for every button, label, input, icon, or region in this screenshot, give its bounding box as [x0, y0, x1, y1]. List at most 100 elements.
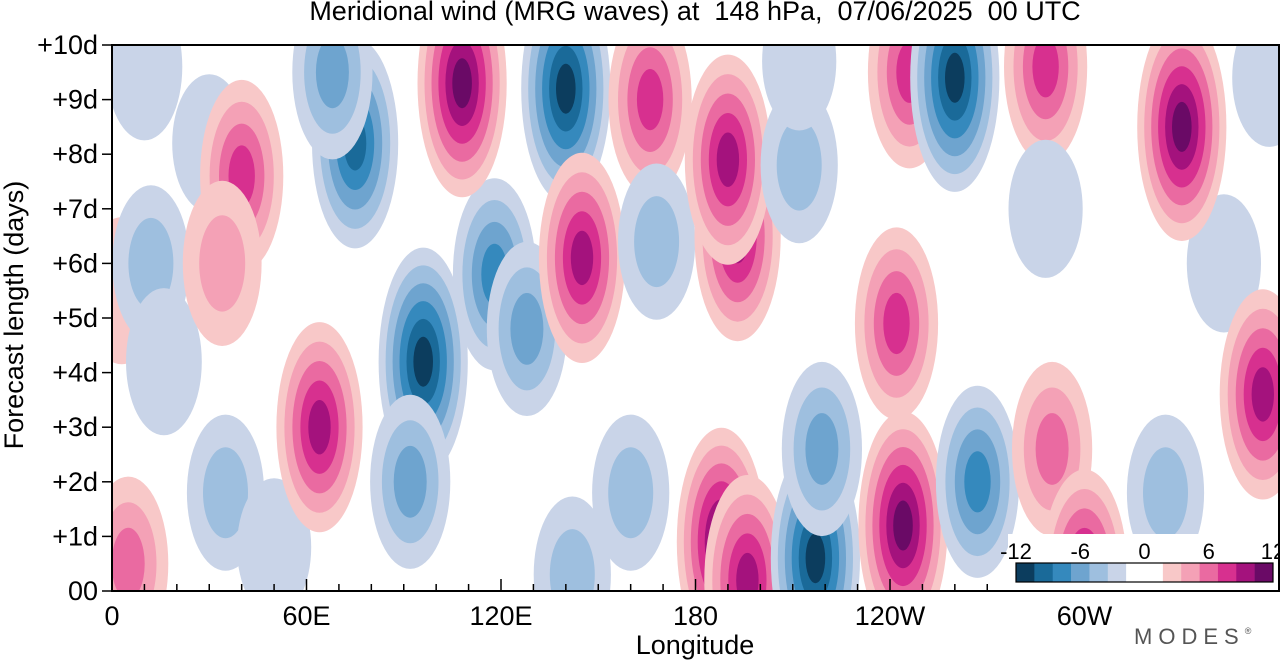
contour-band — [883, 292, 910, 355]
colorbar-swatch — [1071, 563, 1090, 582]
contour-band — [510, 293, 544, 365]
contour-band — [203, 447, 248, 539]
contour-band — [128, 217, 174, 309]
y-tick-label: +6d — [52, 248, 98, 278]
negative-anomaly-18 — [521, 45, 611, 203]
contour-band — [1032, 45, 1059, 98]
negative-anomaly-31 — [762, 45, 837, 131]
negative-anomaly-39 — [1008, 139, 1083, 278]
colorbar-tick-label: 12 — [1261, 539, 1280, 564]
x-axis: 0 60E 120E 180 120W 60W — [104, 579, 1248, 631]
y-tick-label: +5d — [52, 303, 98, 333]
contour-band — [762, 45, 837, 131]
contour-band — [1186, 194, 1261, 333]
contour-band — [736, 552, 759, 591]
contour-band — [805, 533, 826, 584]
contour-band — [776, 119, 822, 211]
contour-band — [1251, 367, 1275, 422]
y-tick-label: +4d — [52, 358, 98, 388]
wind-field — [112, 45, 1279, 591]
y-axis: 00 +1d +2d +3d +4d +5d +6d +7d +8d +9d +10d — [37, 30, 112, 606]
x-tick-label: 0 — [104, 601, 119, 631]
y-tick-label: +10d — [37, 30, 98, 60]
positive-anomaly-19 — [538, 152, 626, 363]
contour-band — [805, 413, 839, 485]
x-axis-label: Longitude — [635, 630, 755, 660]
contour-band — [413, 336, 434, 387]
negative-anomaly-45 — [1232, 45, 1279, 147]
colorbar-swatch — [1107, 563, 1127, 582]
contour-band — [1232, 45, 1279, 147]
contour-band — [112, 45, 183, 141]
negative-anomaly-29 — [781, 361, 863, 537]
negative-anomaly-41 — [1126, 414, 1205, 571]
y-tick-label: +1d — [52, 521, 98, 551]
x-tick-label: 60E — [282, 601, 330, 631]
contour-band — [964, 451, 991, 513]
modes-logo: MODES® — [1134, 624, 1251, 650]
colorbar-swatch — [1217, 563, 1237, 582]
positive-anomaly-7 — [182, 180, 262, 346]
registered-mark: ® — [1244, 626, 1252, 636]
positive-anomaly-43 — [1137, 45, 1227, 241]
contour-band — [112, 527, 145, 591]
positive-anomaly-32 — [854, 227, 939, 420]
positive-anomaly-2 — [112, 476, 169, 591]
contour-band — [1172, 101, 1192, 152]
contour-band — [1143, 447, 1188, 539]
contour-band — [893, 500, 913, 551]
contour-band — [556, 63, 576, 114]
colorbar-frame — [1015, 562, 1274, 583]
positive-anomaly-33 — [858, 411, 948, 591]
x-tick-label: 120E — [469, 601, 532, 631]
negative-anomaly-14 — [370, 394, 451, 569]
contour-band — [570, 230, 594, 286]
negative-anomaly-4 — [125, 288, 202, 436]
negative-anomaly-20 — [533, 496, 611, 591]
contour-band — [1008, 139, 1083, 278]
positive-anomaly-22 — [608, 45, 692, 196]
brand-text: MODES — [1134, 624, 1245, 649]
negative-anomaly-30 — [760, 87, 838, 244]
colorbar: -12 -6 0 6 12 — [1000, 534, 1280, 590]
colorbar-swatch — [1089, 563, 1109, 582]
negative-anomaly-23 — [618, 163, 696, 320]
positive-anomaly-38 — [1004, 45, 1088, 163]
positive-anomaly-44 — [1219, 289, 1279, 500]
contour-band — [549, 529, 595, 591]
y-tick-label: +7d — [52, 194, 98, 224]
colorbar-swatch — [1052, 563, 1072, 582]
y-tick-label: 00 — [68, 576, 98, 606]
colorbar-swatch — [1254, 563, 1274, 582]
negative-anomaly-12 — [292, 45, 373, 160]
y-tick-label: +2d — [52, 467, 98, 497]
colorbar-swatch — [1162, 563, 1182, 582]
colorbar-tick-label: 0 — [1138, 539, 1150, 564]
contour-band — [199, 215, 246, 312]
x-tick-label: 60W — [1057, 601, 1113, 631]
contour-band — [308, 400, 331, 455]
colorbar-swatch — [1144, 563, 1164, 582]
colorbar-swatch — [1181, 563, 1200, 582]
x-tick-label: 180 — [673, 601, 718, 631]
y-tick-label: +8d — [52, 139, 98, 169]
contour-band — [945, 52, 965, 103]
contour-band — [125, 288, 202, 436]
colorbar-swatch — [1126, 563, 1145, 582]
positive-anomaly-17 — [417, 45, 507, 198]
colorbar-tick-label: -12 — [1000, 539, 1032, 564]
chart-title: Meridional wind (MRG waves) at 148 hPa, … — [309, 0, 1081, 26]
negative-anomaly-35 — [910, 45, 1000, 192]
colorbar-swatch — [1034, 563, 1054, 582]
colorbar-swatch — [1236, 563, 1255, 582]
contour-band — [636, 69, 664, 131]
contour-band — [716, 132, 740, 187]
colorbar-tick-label: -6 — [1070, 539, 1090, 564]
positive-anomaly-10 — [276, 322, 363, 533]
contour-band — [315, 45, 349, 109]
positive-anomaly-27 — [704, 475, 791, 591]
negative-anomaly-21 — [592, 414, 670, 571]
contour-band — [452, 58, 472, 109]
y-tick-label: +3d — [52, 412, 98, 442]
colorbar-swatch — [1016, 563, 1035, 582]
